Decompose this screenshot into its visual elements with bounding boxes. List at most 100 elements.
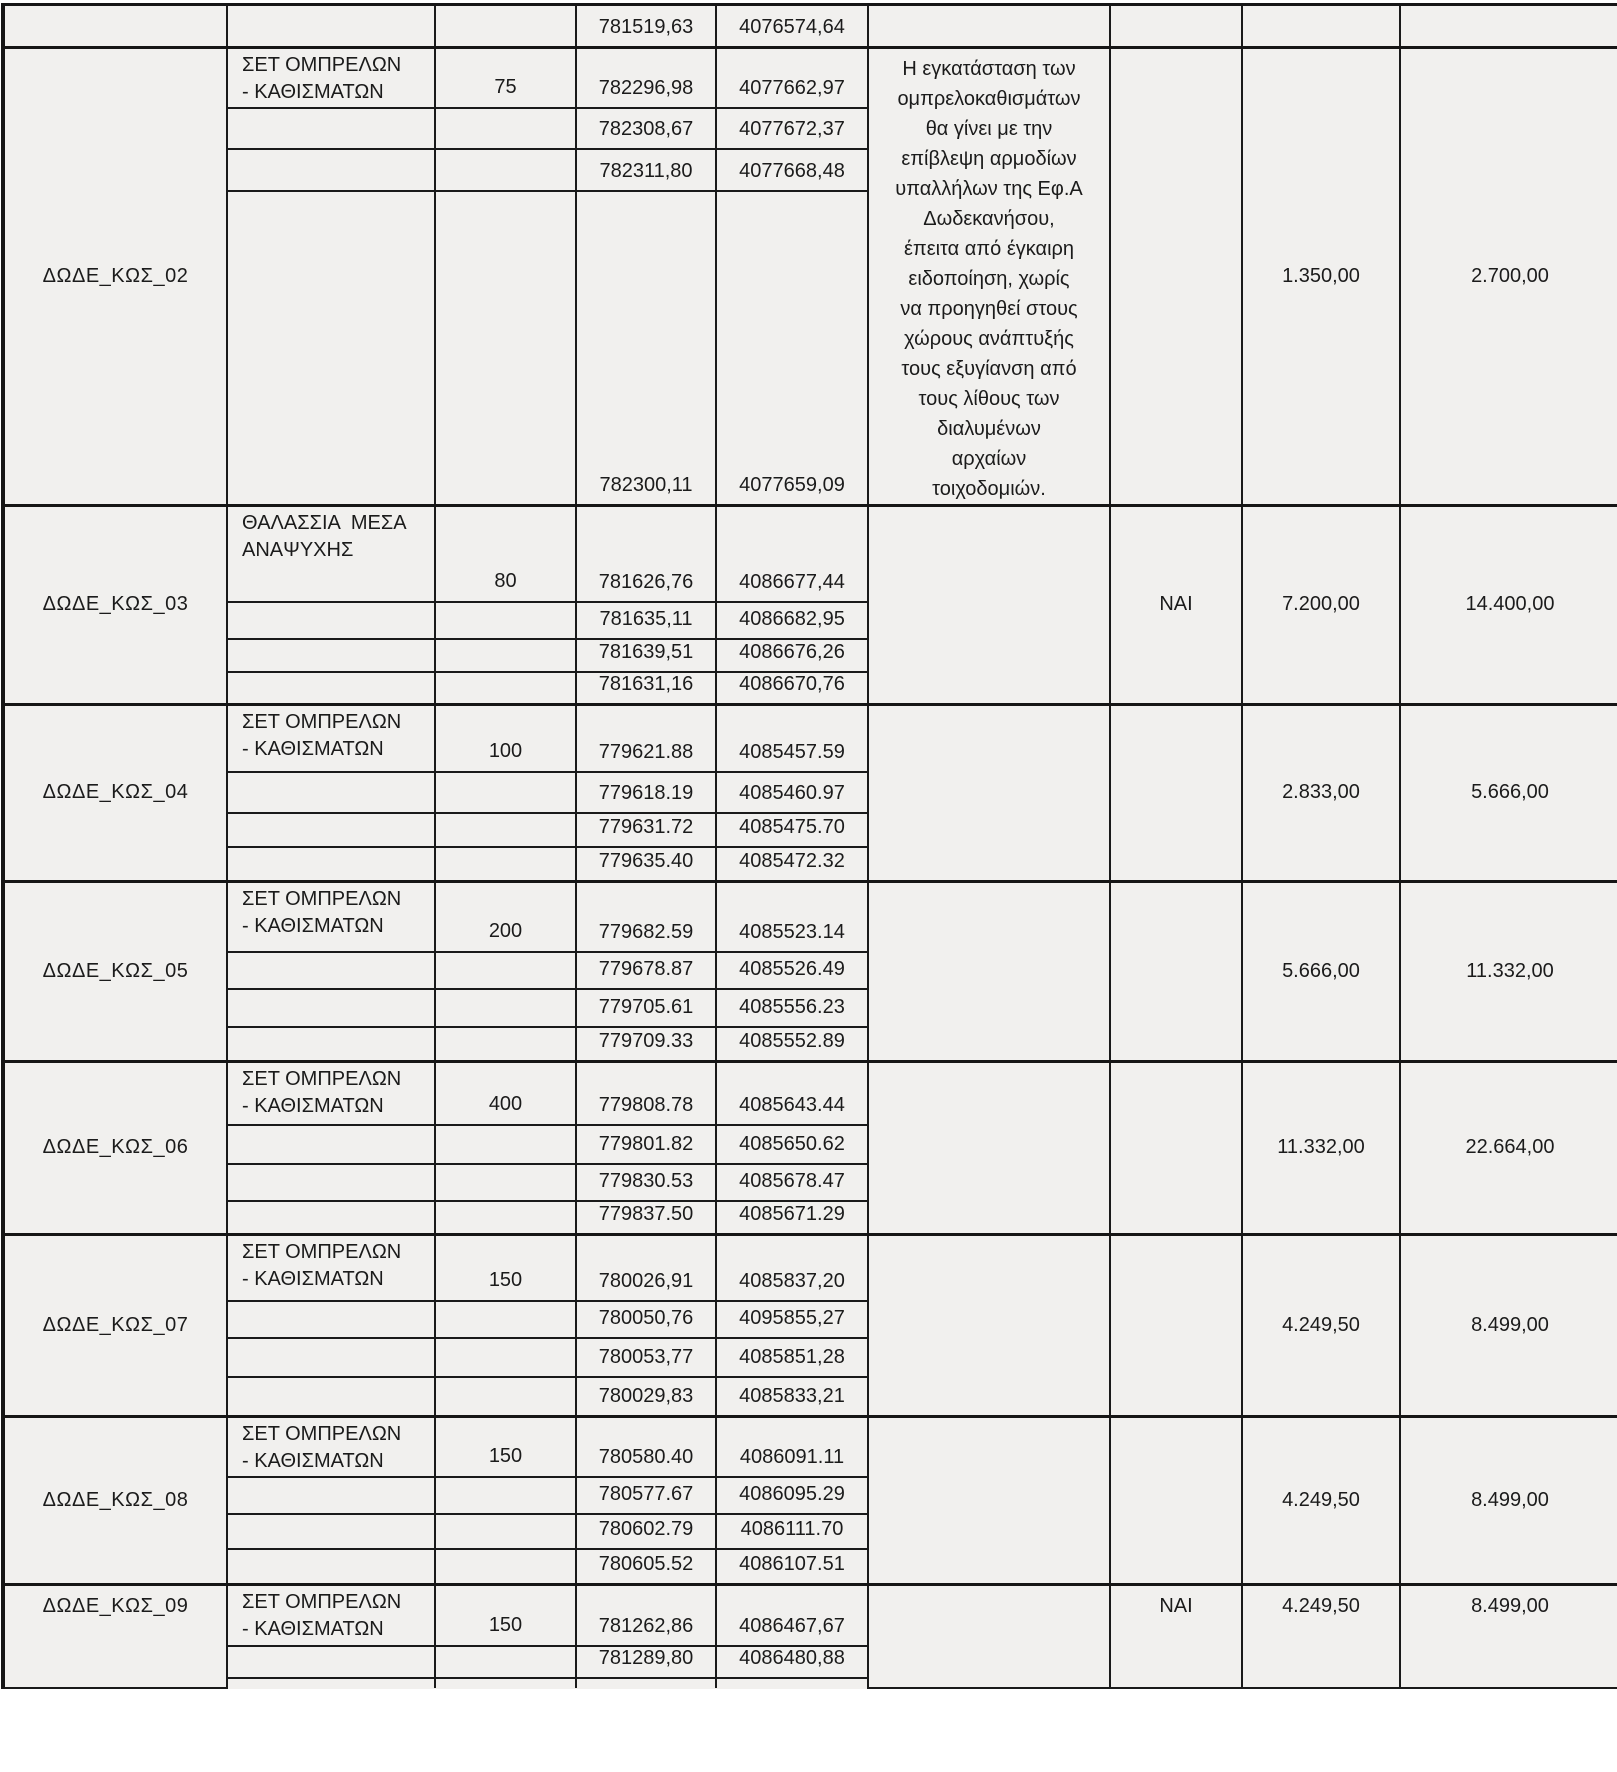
y-coordinate-cell: 4085650.62 (715, 1124, 869, 1165)
approval-cell (1109, 1414, 1243, 1585)
approval-cell (1109, 3, 1243, 49)
x-coordinate-cell: 780605.52 (575, 1548, 717, 1585)
y-coordinate-cell: 4086095.29 (715, 1476, 869, 1515)
description-cell (226, 1124, 436, 1165)
description-cell (226, 1376, 436, 1417)
x-coordinate-cell: 779618.19 (575, 771, 717, 814)
description-cell (226, 1163, 436, 1202)
total-price-cell: 2.700,00 (1399, 46, 1617, 507)
x-coordinate-cell: 780026,91 (575, 1232, 717, 1302)
quantity-cell: 100 (434, 702, 577, 773)
y-coordinate-cell: 4086677,44 (715, 504, 869, 603)
y-coordinate-cell: 4086467,67 (715, 1582, 869, 1647)
x-coordinate-cell: 781289,80 (575, 1645, 717, 1679)
quantity-cell (434, 1476, 577, 1515)
x-coordinate-cell: 779635.40 (575, 846, 717, 882)
x-coordinate-cell: 782311,80 (575, 148, 717, 192)
description-cell: ΣΕΤ ΟΜΠΡΕΛΩΝ - ΚΑΘΙΣΜΑΤΩΝ (226, 702, 436, 773)
quantity-cell (434, 1548, 577, 1585)
group-row: ΔΩΔΕ_ΚΩΣ_08 ΣΕΤ ΟΜΠΡΕΛΩΝ - ΚΑΘΙΣΜΑΤΩΝ 15… (2, 1414, 1617, 1585)
description-cell (226, 771, 436, 814)
total-price-cell: 5.666,00 (1399, 702, 1617, 882)
unit-price-cell: 2.833,00 (1241, 702, 1401, 882)
table-row: 780602.79 4086111.70 (3, 1513, 1617, 1550)
x-coordinate-cell: 780577.67 (575, 1476, 717, 1515)
quantity-cell (434, 1513, 577, 1550)
table-row: 779709.33 4085552.89 (3, 1026, 1617, 1062)
description-cell (226, 189, 436, 507)
y-coordinate-cell: 4085678.47 (715, 1163, 869, 1202)
code-cell: ΔΩΔΕ_ΚΩΣ_02 (2, 46, 228, 507)
y-coordinate-cell: 4085523.14 (715, 879, 869, 953)
description-cell (226, 600, 436, 640)
y-coordinate-cell: 4085460.97 (715, 771, 869, 814)
total-price-cell: 8.499,00 (1399, 1582, 1617, 1689)
quantity-cell (434, 988, 577, 1028)
group-row: ΔΩΔΕ_ΚΩΣ_02 ΣΕΤ ΟΜΠΡΕΛΩΝ - ΚΑΘΙΣΜΑΤΩΝ 75… (2, 46, 1617, 507)
description-cell (226, 670, 436, 705)
table-row: 780577.67 4086095.29 (3, 1476, 1617, 1515)
y-coordinate-cell: 4086480,88 (715, 1645, 869, 1679)
description-cell (226, 1677, 436, 1688)
approval-cell (1109, 1232, 1243, 1417)
quantity-cell (434, 1677, 577, 1688)
group-row: ΔΩΔΕ_ΚΩΣ_09 ΣΕΤ ΟΜΠΡΕΛΩΝ - ΚΑΘΙΣΜΑΤΩΝ 15… (2, 1582, 1617, 1689)
x-coordinate-cell: 779837.50 (575, 1200, 717, 1235)
table-row: 781519,63 4076574,64 (2, 3, 1617, 49)
quantity-cell: 80 (434, 504, 577, 603)
quantity-cell (434, 600, 577, 640)
y-coordinate-cell: 4085552.89 (715, 1026, 869, 1062)
quantity-cell: 150 (434, 1232, 577, 1302)
description-cell: ΘΑΛΑΣΣΙΑ ΜΕΣΑ ΑΝΑΨΥΧΗΣ (226, 504, 436, 603)
group-row: ΔΩΔΕ_ΚΩΣ_05 ΣΕΤ ΟΜΠΡΕΛΩΝ - ΚΑΘΙΣΜΑΤΩΝ 20… (2, 879, 1617, 1062)
y-coordinate-cell: 4077672,37 (715, 107, 869, 151)
quantity-cell (434, 670, 577, 705)
notes-cell (867, 1059, 1111, 1235)
notes-cell (867, 1232, 1111, 1417)
table-row: 779705.61 4085556.23 (3, 988, 1617, 1028)
description-cell: ΣΕΤ ΟΜΠΡΕΛΩΝ - ΚΑΘΙΣΜΑΤΩΝ (226, 1059, 436, 1126)
table-row: 782300,11 4077659,09 (3, 189, 1617, 507)
y-coordinate-cell: 4086670,76 (715, 670, 869, 705)
code-cell: ΔΩΔΕ_ΚΩΣ_07 (2, 1232, 228, 1417)
quantity-cell: 75 (434, 46, 577, 110)
y-coordinate-cell: 4085837,20 (715, 1232, 869, 1302)
description-cell (226, 1300, 436, 1339)
x-coordinate-cell: 782296,98 (575, 46, 717, 110)
y-coordinate-cell: 4077659,09 (715, 189, 869, 507)
notes-cell (867, 504, 1111, 705)
y-coordinate-cell: 4085851,28 (715, 1337, 869, 1378)
approval-cell: ΝΑΙ (1109, 504, 1243, 705)
code-cell: ΔΩΔΕ_ΚΩΣ_04 (2, 702, 228, 882)
notes-cell (867, 879, 1111, 1062)
x-coordinate-cell: 780029,83 (575, 1376, 717, 1417)
x-coordinate-cell: 780580.40 (575, 1414, 717, 1478)
table-row: 781631,16 4086670,76 (3, 670, 1617, 705)
quantity-cell (434, 846, 577, 882)
table-row: 780053,77 4085851,28 (3, 1337, 1617, 1378)
quantity-cell (434, 637, 577, 673)
total-price-cell (1399, 3, 1617, 49)
code-cell: ΔΩΔΕ_ΚΩΣ_05 (2, 879, 228, 1062)
y-coordinate-cell: 4077662,97 (715, 46, 869, 110)
description-cell (226, 1337, 436, 1378)
approval-cell (1109, 46, 1243, 507)
quantity-cell (434, 3, 577, 49)
quantity-cell: 150 (434, 1582, 577, 1647)
quantity-cell (434, 812, 577, 848)
description-cell: ΣΕΤ ΟΜΠΡΕΛΩΝ - ΚΑΘΙΣΜΑΤΩΝ (226, 1414, 436, 1478)
description-cell (226, 1645, 436, 1679)
unit-price-cell: 11.332,00 (1241, 1059, 1401, 1235)
description-cell (226, 637, 436, 673)
y-coordinate-cell: 4086111.70 (715, 1513, 869, 1550)
total-price-cell: 8.499,00 (1399, 1232, 1617, 1417)
y-coordinate-cell: 4085671.29 (715, 1200, 869, 1235)
code-cell: ΔΩΔΕ_ΚΩΣ_09 (2, 1582, 228, 1689)
code-cell: ΔΩΔΕ_ΚΩΣ_06 (2, 1059, 228, 1235)
code-cell: ΔΩΔΕ_ΚΩΣ_03 (2, 504, 228, 705)
table-row: 779631.72 4085475.70 (3, 812, 1617, 848)
quantity-cell (434, 771, 577, 814)
x-coordinate-cell: 779830.53 (575, 1163, 717, 1202)
description-cell (226, 846, 436, 882)
table-row: 780029,83 4085833,21 (3, 1376, 1617, 1417)
